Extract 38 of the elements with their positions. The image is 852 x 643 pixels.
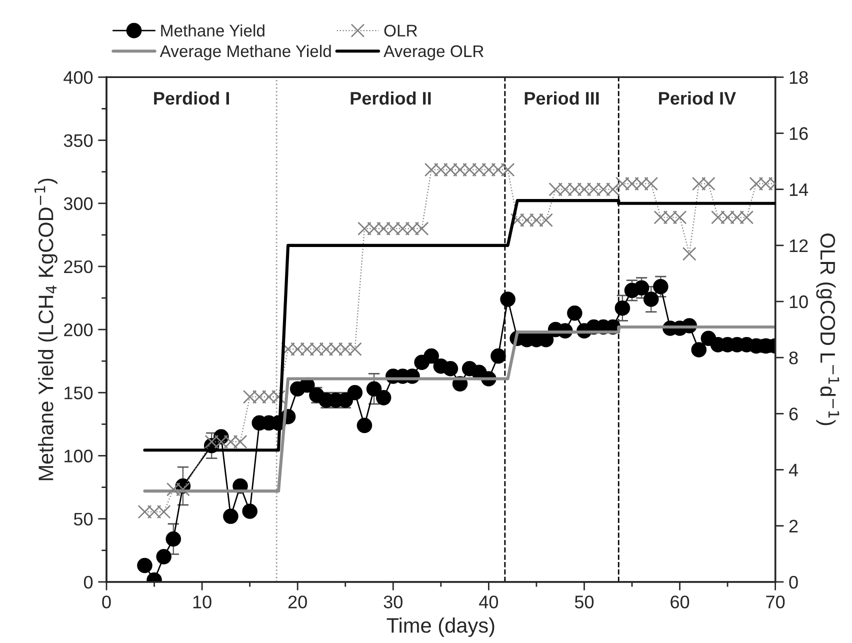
y2-axis-title: OLR (gCOD L$^{−1}$d$^{−1}$) [816, 234, 840, 426]
y2-tick-label: 0 [789, 576, 798, 589]
legend-label: Average Methane Yield [160, 44, 331, 60]
annotation: Period IV [659, 91, 736, 105]
y-tick-label: 50 [74, 512, 93, 526]
x-tick-label: 70 [766, 596, 785, 608]
annotation: Perdiod II [350, 91, 431, 105]
x-tick-label: 30 [384, 596, 402, 608]
x-tick-label: 50 [574, 596, 594, 608]
y2-tick-label: 14 [790, 183, 808, 196]
y-tick-label: 350 [64, 134, 93, 147]
legend-label: OLR [384, 24, 418, 37]
y2-tick-label: 12 [790, 239, 808, 252]
y2-tick-label: 10 [790, 295, 808, 308]
x-tick-label: 10 [193, 596, 212, 608]
y2-tick-label: 16 [790, 127, 808, 140]
y2-tick-label: 6 [789, 408, 798, 420]
x-axis-title: Time (days) [386, 617, 494, 637]
y-tick-label: 300 [64, 197, 93, 210]
annotation: Perdiod I [154, 91, 229, 105]
y-tick-label: 250 [64, 260, 93, 274]
y-tick-label: 200 [64, 323, 93, 336]
y2-tick-label: 18 [790, 71, 808, 84]
y-tick-label: 150 [64, 386, 93, 400]
y-tick-label: 100 [64, 450, 93, 462]
x-tick-label: 0 [102, 596, 111, 608]
annotation: Period III [524, 91, 599, 105]
y-tick-label: 0 [84, 576, 93, 589]
y-tick-label: 400 [64, 71, 93, 84]
y2-tick-label: 4 [788, 464, 798, 476]
legend-label: Average OLR [384, 45, 484, 60]
legend-label: Methane Yield [161, 24, 264, 37]
y-axis-title: Methane Yield (LCH$_{4}$ KgCOD$^{−1}$) [34, 178, 58, 480]
x-tick-label: 40 [479, 596, 498, 608]
y2-tick-label: 2 [789, 520, 798, 532]
y2-tick-label: 8 [789, 352, 798, 364]
x-tick-label: 60 [670, 596, 690, 608]
x-tick-label: 20 [288, 596, 307, 608]
